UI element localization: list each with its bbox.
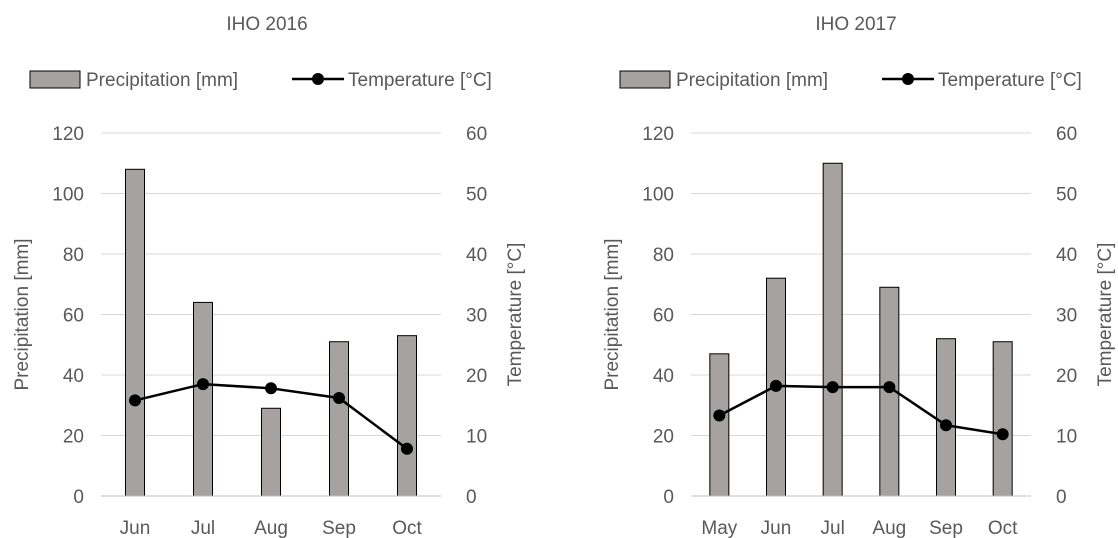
temperature-point [401, 442, 413, 455]
legend-temperature-label: Temperature [°C] [348, 70, 492, 91]
temperature-point [333, 391, 345, 404]
legend-precipitation-swatch [619, 70, 671, 89]
precipitation-bar [936, 338, 956, 497]
chart-svg: IHO 2016 Precipitation [mm] Temperature [°… [12, 14, 526, 538]
precipitation-bar [261, 407, 281, 497]
precipitation-bar [822, 162, 843, 497]
y2-tick-label: 30 [1056, 306, 1077, 327]
temperature-point [996, 428, 1009, 441]
precipitation-bar [397, 335, 417, 497]
x-tick-label: Jun [120, 518, 151, 538]
temperature-point [265, 382, 277, 395]
y2-tick-label: 20 [466, 366, 487, 387]
y2-tick-label: 60 [1056, 124, 1077, 145]
x-tick-label: Aug [254, 518, 288, 538]
y-tick-label: 40 [63, 366, 84, 387]
chart-iho-2016: IHO 2016 Precipitation [mm] Temperature [°… [12, 14, 526, 538]
chart-title: IHO 2017 [815, 14, 896, 35]
legend-temperature-label: Temperature [°C] [938, 70, 1082, 91]
legend-temperature-marker [902, 73, 914, 85]
y-tick-label: 100 [52, 185, 84, 206]
y-axis-title: Precipitation [mm] [12, 238, 33, 390]
y-tick-label: 20 [63, 427, 84, 448]
x-tick-label: Jun [761, 518, 792, 538]
y-tick-label: 80 [63, 245, 84, 266]
y-tick-label: 0 [73, 487, 84, 508]
y-tick-label: 40 [653, 366, 674, 387]
y2-tick-label: 40 [1056, 245, 1077, 266]
x-tick-label: Jul [191, 518, 215, 538]
temperature-point [770, 379, 782, 392]
y-tick-label: 0 [663, 487, 674, 508]
y2-tick-label: 50 [1056, 185, 1077, 206]
legend-precipitation-label: Precipitation [mm] [676, 70, 828, 91]
temperature-point [129, 394, 141, 407]
y-tick-label: 60 [653, 306, 674, 327]
legend-precipitation-label: Precipitation [mm] [86, 70, 238, 91]
y2-tick-label: 10 [1056, 427, 1077, 448]
y2-tick-label: 50 [466, 185, 487, 206]
y-tick-label: 120 [52, 124, 84, 145]
legend-temperature-marker [312, 73, 324, 85]
temperature-point [826, 381, 839, 394]
y2-axis-title: Temperature [°C] [505, 243, 526, 387]
y-tick-label: 20 [653, 427, 674, 448]
y2-tick-label: 60 [466, 124, 487, 145]
y-tick-label: 100 [642, 185, 674, 206]
x-tick-label: Sep [322, 518, 356, 538]
precipitation-bar [992, 341, 1013, 497]
y2-tick-label: 20 [1056, 366, 1077, 387]
y2-tick-label: 10 [466, 427, 487, 448]
precipitation-bar [125, 168, 145, 497]
temperature-point [197, 378, 209, 391]
y-tick-label: 80 [653, 245, 674, 266]
x-tick-label: Oct [392, 518, 422, 538]
precipitation-bar [193, 301, 213, 497]
temperature-point [940, 419, 952, 432]
x-tick-label: Aug [872, 518, 906, 538]
chart-iho-2017: IHO 2017 Precipitation [mm] Temperature [°… [590, 0, 1118, 538]
y-tick-label: 120 [642, 124, 674, 145]
precipitation-bar [709, 353, 730, 497]
y2-axis-title: Temperature [°C] [1095, 243, 1116, 387]
y2-tick-label: 30 [466, 306, 487, 327]
x-tick-label: Jul [821, 518, 845, 538]
y2-tick-label: 0 [1056, 487, 1067, 508]
temperature-point [883, 381, 896, 394]
chart-title: IHO 2016 [226, 14, 307, 35]
chart-svg: IHO 2017 Precipitation [mm] Temperature [°… [602, 14, 1116, 538]
y-tick-label: 60 [63, 306, 84, 327]
temperature-line [718, 384, 1003, 436]
y-axis-title: Precipitation [mm] [602, 238, 623, 390]
x-tick-label: Sep [929, 518, 963, 538]
y2-tick-label: 40 [466, 245, 487, 266]
legend-precipitation-swatch [29, 70, 81, 89]
temperature-point [713, 409, 726, 422]
precipitation-bar [329, 341, 349, 497]
x-tick-label: Oct [988, 518, 1018, 538]
x-tick-label: May [701, 518, 737, 538]
y2-tick-label: 0 [466, 487, 477, 508]
